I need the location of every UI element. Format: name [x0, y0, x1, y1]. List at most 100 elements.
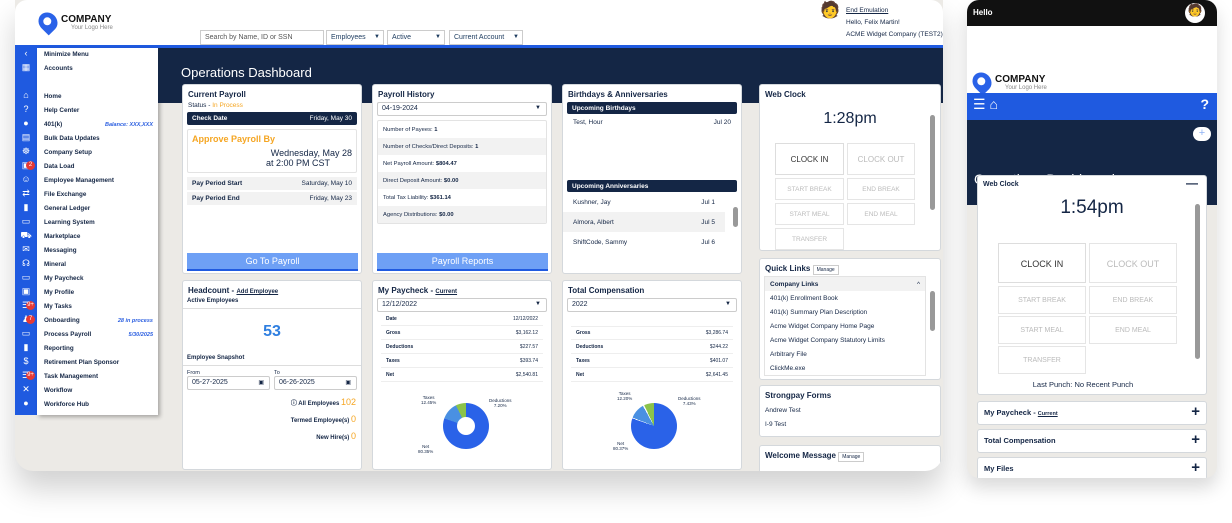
chat-icon[interactable]: ✉ [22, 244, 30, 254]
scrollbar[interactable] [733, 207, 738, 227]
from-date-input[interactable]: 05-27-2025 ▣ [187, 376, 270, 390]
menu-file-exchange[interactable]: File Exchange [44, 191, 87, 198]
avatar[interactable]: 🧑 [820, 2, 840, 19]
clock-in-button[interactable]: CLOCK IN [998, 243, 1086, 283]
home-icon[interactable]: ⌂ [989, 96, 998, 112]
end-break-button[interactable]: END BREAK [847, 178, 915, 200]
menu-minimize[interactable]: Minimize Menu [44, 51, 89, 58]
form-link[interactable]: Andrew Test [765, 406, 801, 414]
menu-employee-management[interactable]: Employee Management [44, 177, 114, 184]
check-icon[interactable]: ▭ [21, 272, 31, 282]
end-meal-button[interactable]: END MEAL [847, 203, 915, 225]
grid-icon[interactable]: ▦ [21, 62, 31, 72]
arrows-icon[interactable]: ⇄ [22, 188, 30, 198]
quick-link[interactable]: Acme Widget Company Home Page [770, 322, 875, 330]
menu-marketplace[interactable]: Marketplace [44, 233, 81, 240]
tools-icon[interactable]: ✕ [22, 384, 30, 394]
clock-out-button[interactable]: CLOCK OUT [1089, 243, 1177, 283]
menu-data-load[interactable]: Data Load [44, 163, 75, 170]
payroll-reports-button[interactable]: Payroll Reports [377, 253, 548, 271]
menu-messaging[interactable]: Messaging [44, 247, 77, 254]
home-icon[interactable]: ⌂ [23, 90, 29, 100]
go-to-payroll-button[interactable]: Go To Payroll [187, 253, 358, 271]
menu-my-paycheck[interactable]: My Paycheck [44, 275, 84, 282]
accordion-my-files[interactable]: My Files + [977, 457, 1207, 478]
add-employee-link[interactable]: Add Employee [236, 289, 279, 295]
accordion-my-paycheck[interactable]: My Paycheck - Current + [977, 401, 1207, 425]
accordion-total-compensation[interactable]: Total Compensation + [977, 429, 1207, 453]
menu-mineral[interactable]: Mineral [44, 261, 67, 268]
clock-out-button[interactable]: CLOCK OUT [847, 143, 915, 175]
start-meal-button[interactable]: START MEAL [998, 316, 1086, 344]
menu-process-payroll[interactable]: Process Payroll 5/30/2025 [44, 331, 153, 338]
help-icon[interactable]: ? [1200, 96, 1209, 112]
menu-company-setup[interactable]: Company Setup [44, 149, 92, 156]
cart-icon[interactable]: ⛟ [20, 230, 32, 240]
start-break-button[interactable]: START BREAK [998, 286, 1086, 314]
add-widget-button[interactable]: + [1193, 127, 1211, 141]
account-select[interactable]: Current Account ▼ [449, 30, 523, 45]
menu-my-tasks[interactable]: My Tasks [44, 303, 72, 310]
upload-icon[interactable]: ▣2 [15, 160, 37, 174]
collapse-icon[interactable]: — [1186, 176, 1198, 190]
menu-general-ledger[interactable]: General Ledger [44, 205, 91, 212]
users-gear-icon[interactable]: ☸ [21, 146, 31, 156]
end-break-button[interactable]: END BREAK [1089, 286, 1177, 314]
menu-401k[interactable]: 401(k) Balance: XXX,XXX [44, 121, 153, 128]
menu-onboarding[interactable]: Onboarding 28 in process [44, 317, 153, 324]
current-link[interactable]: Current [435, 289, 458, 295]
file-icon[interactable]: ▮ [23, 202, 29, 212]
end-meal-button[interactable]: END MEAL [1089, 316, 1177, 344]
menu-bulk-data[interactable]: Bulk Data Updates [44, 135, 100, 142]
report-icon[interactable]: ▮ [23, 342, 29, 352]
menu-home[interactable]: Home [44, 93, 62, 100]
paycheck-date-select[interactable]: 12/12/2022 ▼ [377, 298, 547, 312]
company-logo[interactable]: COMPANY Your Logo Here [968, 68, 1047, 96]
scrollbar[interactable] [930, 115, 935, 210]
quick-link[interactable]: 401(k) Summary Plan Description [770, 308, 868, 316]
menu-workforce-hub[interactable]: Workforce Hub [44, 401, 90, 408]
status-select[interactable]: Active ▼ [387, 30, 445, 45]
users-icon[interactable]: ☺ [21, 174, 31, 184]
menu-workflow[interactable]: Workflow [44, 387, 73, 394]
tasks-icon[interactable]: ☰9+ [22, 370, 35, 380]
clock-in-button[interactable]: CLOCK IN [775, 143, 844, 175]
menu-learning[interactable]: Learning System [44, 219, 95, 226]
hub-icon[interactable]: ● [23, 398, 29, 408]
menu-accounts[interactable]: Accounts [44, 65, 73, 72]
quick-link[interactable]: 401(k) Enrollment Book [770, 294, 838, 302]
manage-button[interactable]: Manage [812, 265, 839, 275]
to-date-input[interactable]: 06-26-2025 ▣ [274, 376, 357, 390]
piggy-icon[interactable]: ● [23, 118, 29, 128]
scrollbar[interactable] [930, 291, 935, 331]
quick-link[interactable]: Arbitrary File [770, 350, 807, 358]
chevron-left-icon[interactable]: ‹ [24, 48, 28, 58]
dollar-icon[interactable]: $ [23, 356, 29, 366]
menu-reporting[interactable]: Reporting [44, 345, 74, 352]
transfer-button[interactable]: TRANSFER [998, 346, 1086, 374]
menu-retirement[interactable]: Retirement Plan Sponsor [44, 359, 120, 366]
table-icon[interactable]: ▤ [21, 132, 31, 142]
company-logo[interactable]: COMPANY Your Logo Here [34, 8, 113, 36]
employees-select[interactable]: Employees ▼ [326, 30, 384, 45]
payroll-date-select[interactable]: 04-19-2024 ▼ [377, 102, 547, 116]
hamburger-icon[interactable]: ☰ [973, 96, 986, 112]
money-icon[interactable]: ▭ [21, 328, 31, 338]
quick-link[interactable]: ClickMe.exe [770, 364, 806, 372]
quick-link[interactable]: Acme Widget Company Statutory Limits [770, 336, 885, 344]
scrollbar[interactable] [1195, 204, 1200, 359]
menu-my-profile[interactable]: My Profile [44, 289, 75, 296]
menu-help-center[interactable]: Help Center [44, 107, 80, 114]
menu-task-management[interactable]: Task Management [44, 373, 99, 380]
start-break-button[interactable]: START BREAK [775, 178, 844, 200]
help-icon[interactable]: ? [23, 104, 29, 114]
user-plus-icon[interactable]: ♟7 [15, 314, 37, 328]
avatar[interactable]: 🧑 [1185, 3, 1205, 23]
transfer-button[interactable]: TRANSFER [775, 228, 844, 250]
end-emulation-link[interactable]: End Emulation [846, 7, 889, 14]
headset-icon[interactable]: ☊ [22, 258, 30, 268]
monitor-icon[interactable]: ▭ [21, 216, 31, 226]
manage-button[interactable]: Manage [838, 452, 865, 462]
tasks-icon[interactable]: ☰9+ [22, 300, 35, 310]
id-card-icon[interactable]: ▣ [21, 286, 31, 296]
